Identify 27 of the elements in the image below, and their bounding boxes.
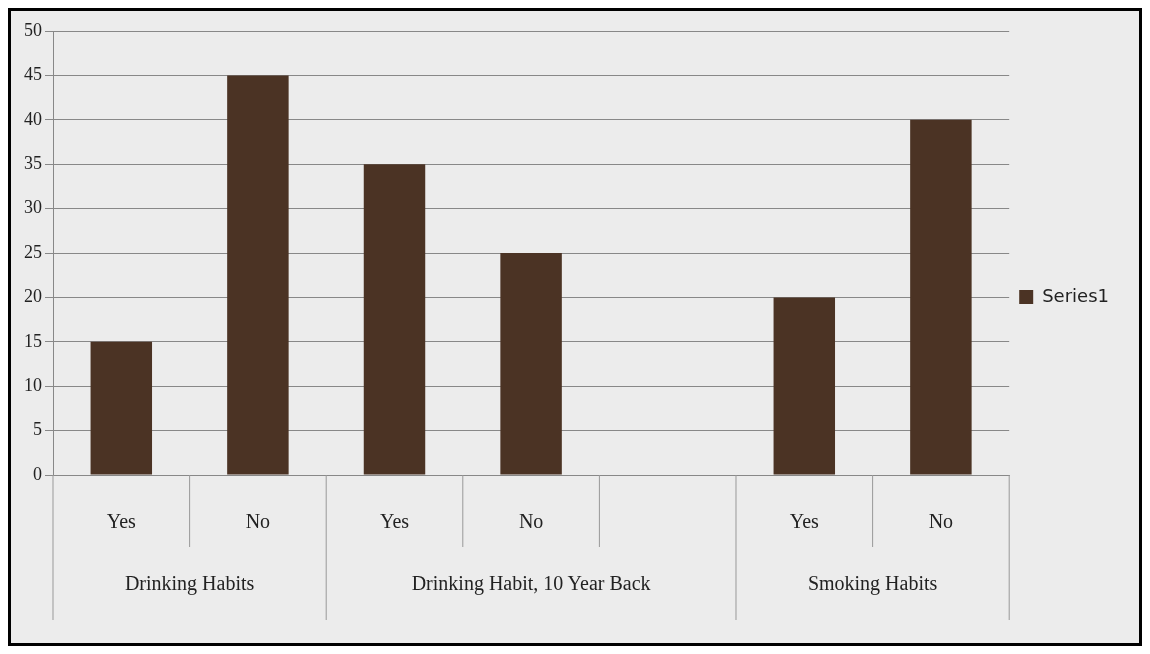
- y-tick-label: 50: [24, 19, 42, 40]
- bar: [773, 297, 836, 475]
- text: Smoking Habits: [807, 572, 938, 596]
- x-tick-label: Yes: [379, 510, 410, 533]
- bar: [500, 253, 562, 475]
- text: Drinking Habits: [124, 572, 255, 596]
- y-tick-label: 30: [24, 197, 42, 218]
- x-tick-label: Yes: [789, 510, 820, 533]
- y-tick-label: 20: [24, 286, 42, 307]
- x-tick-label: No: [518, 510, 544, 533]
- y-tick-label: 25: [24, 241, 42, 262]
- y-tick-label: 15: [24, 330, 42, 351]
- bar: [90, 341, 153, 475]
- y-tick-label: 45: [24, 64, 42, 85]
- y-tick-label: 0: [33, 463, 42, 484]
- legend-label: Series1: [1042, 284, 1110, 306]
- bar: [363, 164, 426, 475]
- y-tick-label: 5: [33, 419, 42, 440]
- y-tick-label: 40: [24, 108, 42, 129]
- x-tick-label: No: [928, 510, 954, 533]
- text: Drinking Habit, 10 Year Back: [411, 572, 651, 596]
- x-tick-label: No: [245, 510, 271, 533]
- x-tick-label: Yes: [106, 510, 137, 533]
- bar: [910, 119, 972, 475]
- y-tick-label: 10: [24, 374, 42, 395]
- bar: [227, 75, 289, 475]
- y-tick-label: 35: [24, 152, 42, 173]
